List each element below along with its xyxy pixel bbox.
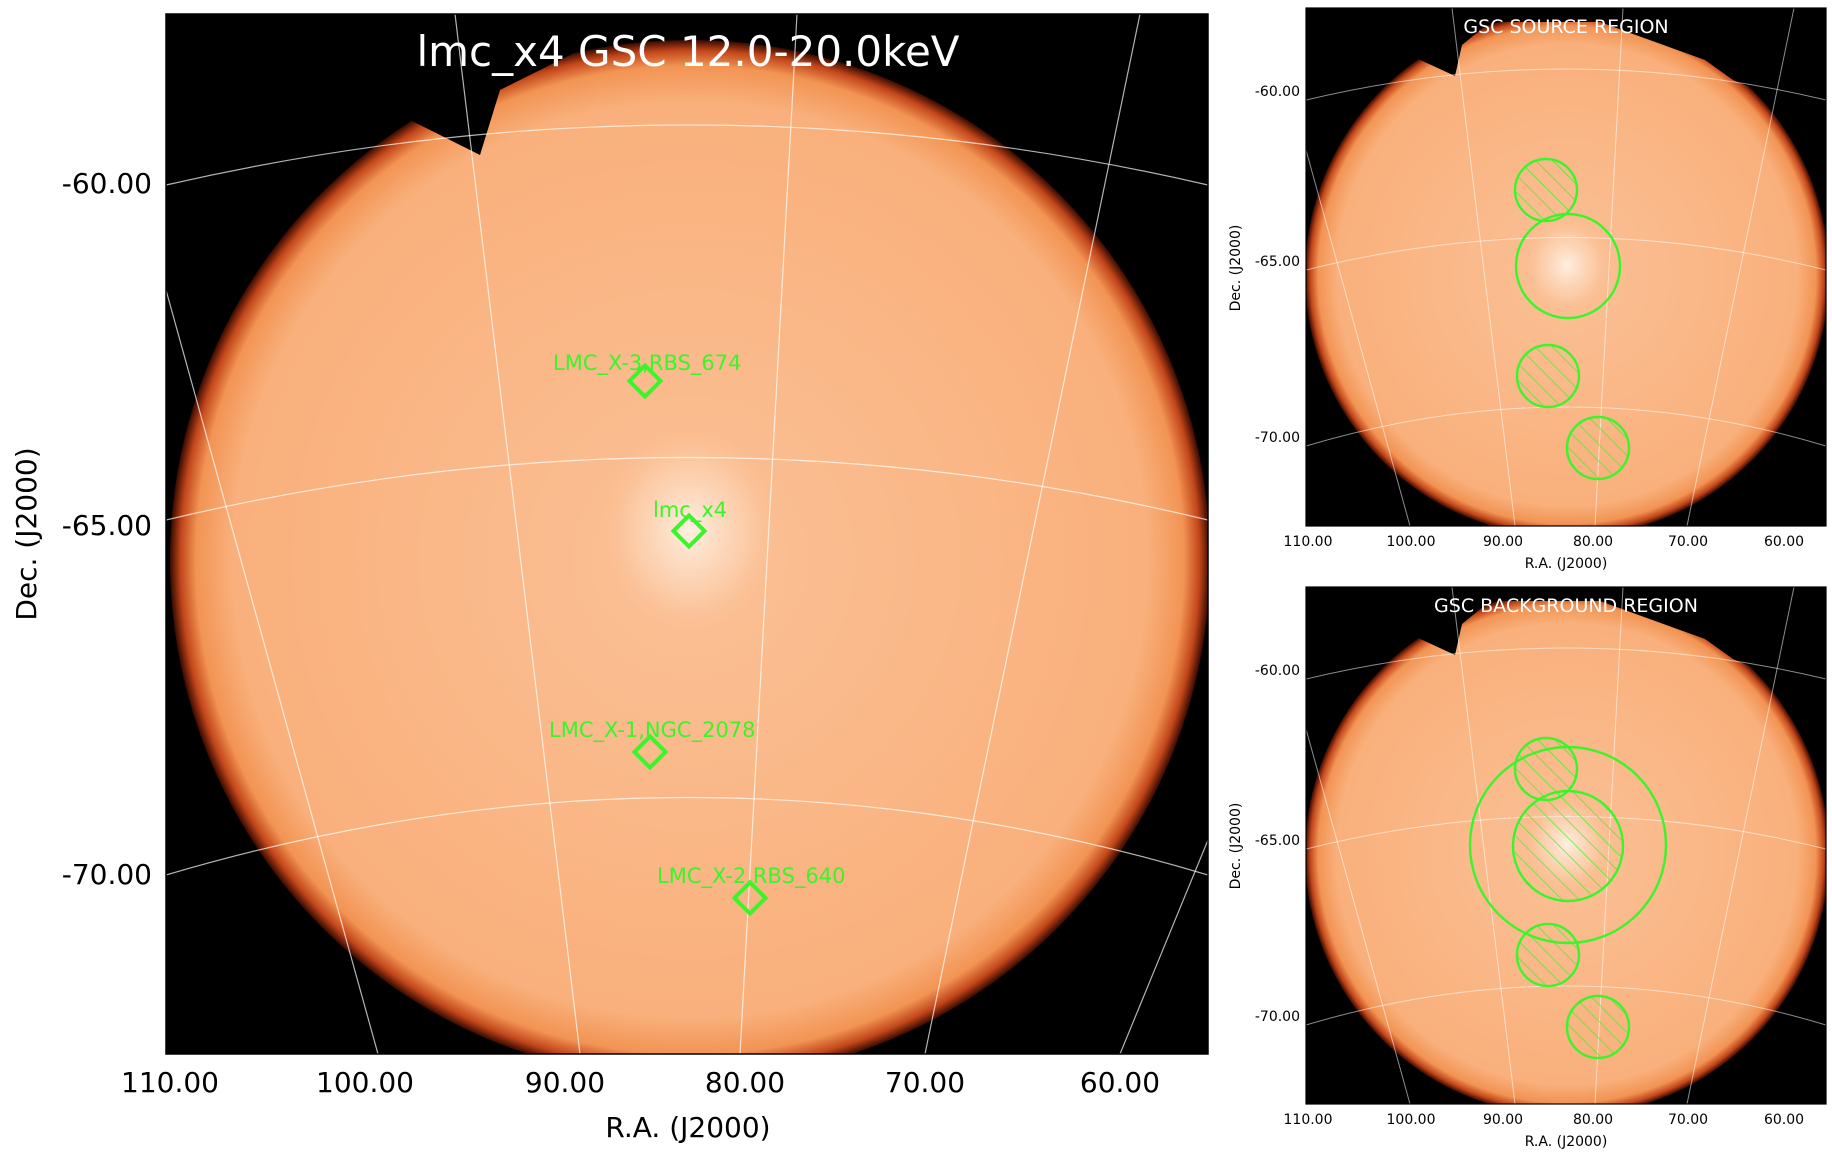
background-exclude-core[interactable] [1511,789,1625,903]
source-xtick-80: 80.00 [1573,534,1613,550]
source-xtick-100: 100.00 [1387,534,1436,550]
main-ytick-70: -70.00 [62,858,152,891]
source-exclude-circle-3[interactable] [1565,415,1631,481]
main-xtick-60: 60.00 [1080,1066,1160,1099]
background-region-circles [1468,736,1668,1060]
source-extraction-circle[interactable] [1514,212,1622,320]
background-y-tick-labels: -60.00 -65.00 -70.00 [1255,663,1300,1025]
marker-lmc-x1[interactable] [631,733,669,771]
label-lmc-x3: LMC_X-3,RBS_674 [553,351,741,376]
main-xtick-100: 100.00 [316,1066,414,1099]
marker-lmc-x3[interactable] [626,362,664,400]
main-ytick-65: -65.00 [62,509,152,542]
main-bright-spot [595,420,785,640]
main-y-tick-labels: -60.00 -65.00 -70.00 [62,167,152,891]
source-y-axis-label: Dec. (J2000) [1228,225,1244,312]
label-lmc-x2: LMC_X-2,RBS_640 [657,864,845,889]
main-source-markers [626,362,769,917]
background-xtick-60: 60.00 [1764,1112,1804,1128]
background-xtick-90: 90.00 [1483,1112,1523,1128]
main-xtick-110: 110.00 [121,1066,219,1099]
main-xtick-70: 70.00 [885,1066,965,1099]
main-coordinate-grid [166,14,1208,1054]
source-xtick-110: 110.00 [1284,534,1333,550]
background-y-axis-label: Dec. (J2000) [1228,803,1244,890]
main-x-tick-labels: 110.00 100.00 90.00 80.00 70.00 60.00 [121,1066,1160,1099]
main-y-axis-label: Dec. (J2000) [10,447,43,620]
source-region-image [1305,7,1827,527]
background-x-tick-labels: 110.00 100.00 90.00 80.00 70.00 60.00 [1284,1112,1805,1128]
source-region-circles [1513,157,1631,481]
source-x-tick-labels: 110.00 100.00 90.00 80.00 70.00 60.00 [1284,534,1805,550]
source-ytick-65: -65.00 [1255,254,1300,270]
background-region-image [1305,586,1827,1105]
source-coordinate-grid [1306,8,1826,526]
source-exclude-circle-1[interactable] [1513,157,1579,223]
background-exclude-circle-3[interactable] [1565,994,1631,1060]
marker-lmc-x4[interactable] [670,512,708,550]
source-bright-spot [1522,215,1612,315]
source-xtick-90: 90.00 [1483,534,1523,550]
source-xtick-60: 60.00 [1764,534,1804,550]
marker-lmc-x2[interactable] [731,879,769,917]
background-x-axis-label: R.A. (J2000) [1525,1134,1608,1150]
background-xtick-80: 80.00 [1573,1112,1613,1128]
label-lmc-x1: LMC_X-1,NGC_2078 [549,718,756,743]
background-exclude-circle-1[interactable] [1513,736,1579,802]
source-exclude-circle-2[interactable] [1515,343,1581,409]
source-ytick-70: -70.00 [1255,430,1300,446]
main-xtick-90: 90.00 [525,1066,605,1099]
background-exclude-circle-2[interactable] [1515,922,1581,988]
source-panel-title: GSC SOURCE REGION [1463,16,1668,38]
background-ytick-70: -70.00 [1255,1009,1300,1025]
main-xtick-80: 80.00 [705,1066,785,1099]
background-xtick-70: 70.00 [1668,1112,1708,1128]
label-lmc-x4: lmc_x4 [653,498,727,523]
background-ytick-60: -60.00 [1255,663,1300,679]
background-xtick-110: 110.00 [1284,1112,1333,1128]
background-ytick-65: -65.00 [1255,833,1300,849]
main-title: lmc_x4 GSC 12.0-20.0keV [416,27,959,76]
main-x-axis-label: R.A. (J2000) [605,1111,770,1144]
source-ytick-60: -60.00 [1255,84,1300,100]
background-xtick-100: 100.00 [1387,1112,1436,1128]
source-y-tick-labels: -60.00 -65.00 -70.00 [1255,84,1300,446]
background-panel-title: GSC BACKGROUND REGION [1434,595,1698,617]
source-x-axis-label: R.A. (J2000) [1525,556,1608,572]
source-xtick-70: 70.00 [1668,534,1708,550]
main-ytick-60: -60.00 [62,167,152,200]
